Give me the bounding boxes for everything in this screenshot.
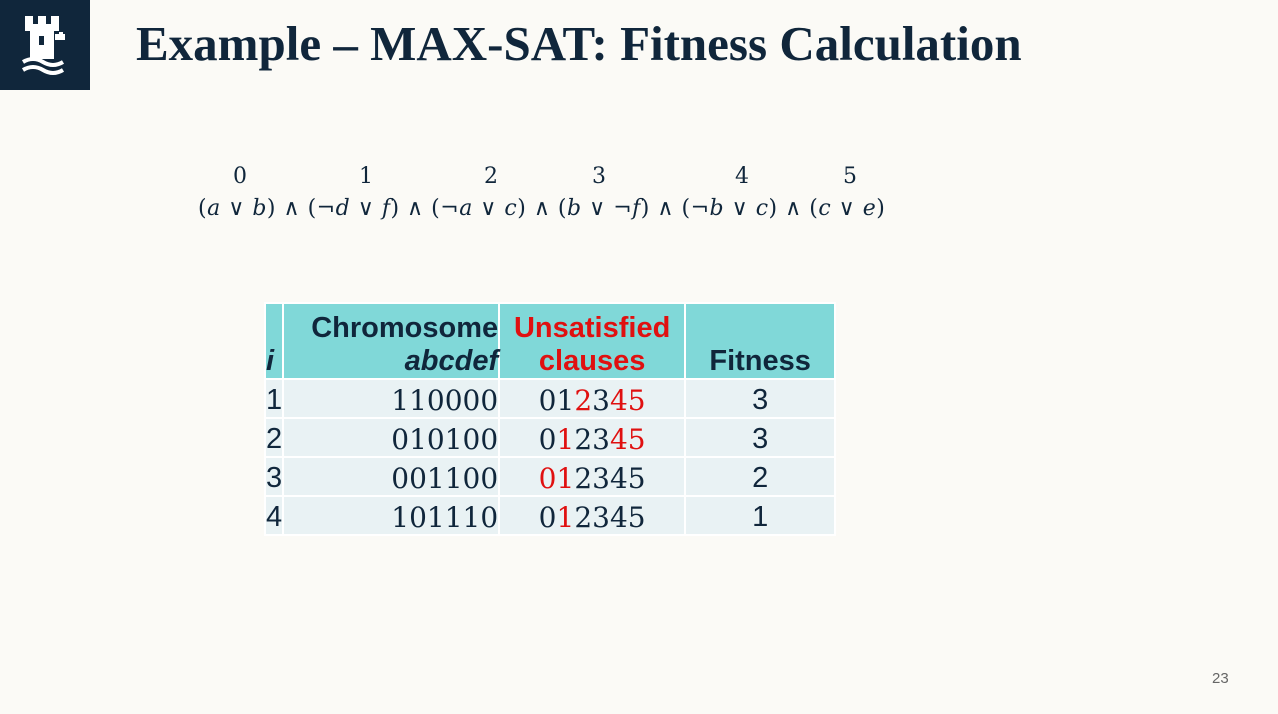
clause: (c ∨ e) xyxy=(809,196,886,221)
clause-digit: 1 xyxy=(556,423,575,456)
table-row: 4 101110 012345 1 xyxy=(263,495,837,536)
clause-index: 3 xyxy=(592,164,606,189)
castle-icon xyxy=(21,16,65,75)
slide-title: Example – MAX-SAT: Fitness Calculation xyxy=(136,16,1022,71)
fitness-table: i Chromosome abcdef Unsatisfied clauses … xyxy=(263,302,837,536)
header-i: i xyxy=(263,302,285,380)
chromosome-cell: 010100 xyxy=(282,417,501,458)
row-index: 3 xyxy=(263,456,285,497)
clause-index: 5 xyxy=(843,164,857,189)
clause-digit: 5 xyxy=(627,384,646,417)
clause-digit: 2 xyxy=(574,501,593,534)
fitness-cell: 3 xyxy=(684,378,837,419)
clause-digit: 4 xyxy=(609,384,628,417)
clause-index: 0 xyxy=(233,164,247,189)
clause-digit: 3 xyxy=(592,462,610,495)
row-index: 1 xyxy=(263,378,285,419)
chromosome-cell: 110000 xyxy=(282,378,501,419)
clause: (a ∨ b) xyxy=(198,196,276,221)
clause: (¬d ∨ f) xyxy=(307,196,400,221)
fitness-cell: 1 xyxy=(684,495,837,536)
chromosome-cell: 101110 xyxy=(282,495,501,536)
unsatisfied-clauses-cell: 012345 xyxy=(498,495,687,536)
clause-digit: 4 xyxy=(609,462,628,495)
fitness-cell: 3 xyxy=(684,417,837,458)
clause-digit: 4 xyxy=(609,423,628,456)
header-fitness: Fitness xyxy=(684,302,837,380)
chromosome-cell: 001100 xyxy=(282,456,501,497)
unsatisfied-clauses-cell: 012345 xyxy=(498,456,687,497)
clause-digit: 3 xyxy=(592,384,610,417)
table-row: 1 110000 012345 3 xyxy=(263,378,837,419)
cnf-expression: (a ∨ b) ∧ (¬d ∨ f) ∧ (¬a ∨ c) ∧ (b ∨ ¬f)… xyxy=(198,196,886,221)
clause-index: 4 xyxy=(735,164,749,189)
clause: (¬b ∨ c) xyxy=(681,196,778,221)
clause-digit: 0 xyxy=(538,423,557,456)
clause-digit: 3 xyxy=(592,501,610,534)
clause-digit: 4 xyxy=(609,501,628,534)
header-chromosome: Chromosome abcdef xyxy=(282,302,501,380)
clause-digit: 2 xyxy=(574,384,593,417)
row-index: 2 xyxy=(263,417,285,458)
clause-digit: 1 xyxy=(556,501,575,534)
table-row: 3 001100 012345 2 xyxy=(263,456,837,497)
clause-index: 2 xyxy=(484,164,498,189)
table-row: 2 010100 012345 3 xyxy=(263,417,837,458)
fitness-cell: 2 xyxy=(684,456,837,497)
clause-digit: 1 xyxy=(556,462,575,495)
clause-digit: 2 xyxy=(574,462,593,495)
university-logo xyxy=(0,0,90,90)
clause-digit: 3 xyxy=(592,423,610,456)
clause-index: 1 xyxy=(359,164,373,189)
clause-digit: 5 xyxy=(627,501,646,534)
clause-digit: 0 xyxy=(538,384,557,417)
clause: (¬a ∨ c) xyxy=(431,196,527,221)
clause-digit: 5 xyxy=(627,423,646,456)
clause-digit: 5 xyxy=(627,462,646,495)
clause-digit: 2 xyxy=(574,423,593,456)
page-number: 23 xyxy=(1212,670,1229,687)
clause-digit: 0 xyxy=(538,462,557,495)
header-unsatisfied-clauses: Unsatisfied clauses xyxy=(498,302,687,380)
row-index: 4 xyxy=(263,495,285,536)
sat-formula: 0 1 2 3 4 5 (a ∨ b) ∧ (¬d ∨ f) ∧ (¬a ∨ c… xyxy=(198,164,898,228)
table-header-row: i Chromosome abcdef Unsatisfied clauses … xyxy=(263,302,837,380)
clause-digit: 1 xyxy=(556,384,575,417)
clause: (b ∨ ¬f) xyxy=(557,196,650,221)
unsatisfied-clauses-cell: 012345 xyxy=(498,378,687,419)
clause-digit: 0 xyxy=(538,501,557,534)
unsatisfied-clauses-cell: 012345 xyxy=(498,417,687,458)
